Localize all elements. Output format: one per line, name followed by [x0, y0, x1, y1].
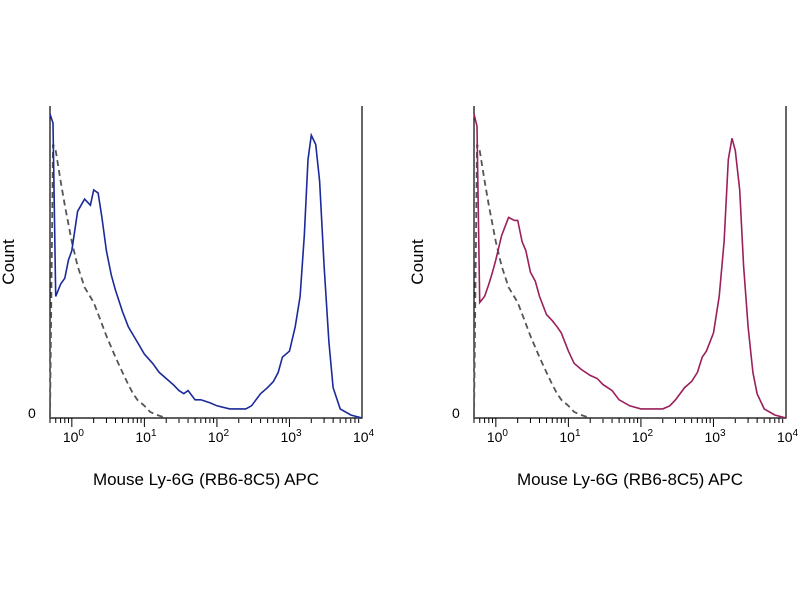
x-tick-label: 101: [135, 428, 157, 445]
x-axis-title: Mouse Ly-6G (RB6-8C5) APC: [517, 470, 743, 489]
x-tick-label: 104: [353, 428, 375, 445]
x-axis-title: Mouse Ly-6G (RB6-8C5) APC: [93, 470, 319, 489]
x-tick-label: 100: [63, 428, 85, 445]
y-zero-label: 0: [28, 405, 36, 421]
y-axis-title: Count: [0, 239, 18, 285]
x-tick-label: 104: [777, 428, 799, 445]
plot-frame: [49, 106, 363, 419]
x-tick-label: 102: [632, 428, 654, 445]
stained-histogram-line: [473, 113, 787, 419]
y-axis-title: Count: [408, 239, 427, 285]
x-tick-label: 102: [208, 428, 230, 445]
x-axis-tick-labels: 100 101 102 103 104: [487, 428, 799, 445]
x-tick-label: 103: [704, 428, 726, 445]
x-tick-label: 100: [487, 428, 509, 445]
x-axis-tick-labels: 100 101 102 103 104: [63, 428, 375, 445]
x-tick-label: 103: [280, 428, 302, 445]
x-tick-label: 101: [559, 428, 581, 445]
control-histogram-line: [473, 144, 786, 419]
x-axis-ticks: [473, 418, 784, 427]
x-axis-ticks: [49, 418, 360, 427]
histogram-panel-left: 0 Count Mouse Ly-6G (RB6-8C5) APC 100 101…: [0, 106, 375, 489]
stained-histogram-line: [49, 113, 363, 419]
histogram-panel-right: 0 Count Mouse Ly-6G (RB6-8C5) APC 100 101…: [408, 106, 799, 489]
y-zero-label: 0: [452, 405, 460, 421]
control-histogram-line: [49, 144, 362, 419]
plot-frame: [473, 106, 787, 419]
